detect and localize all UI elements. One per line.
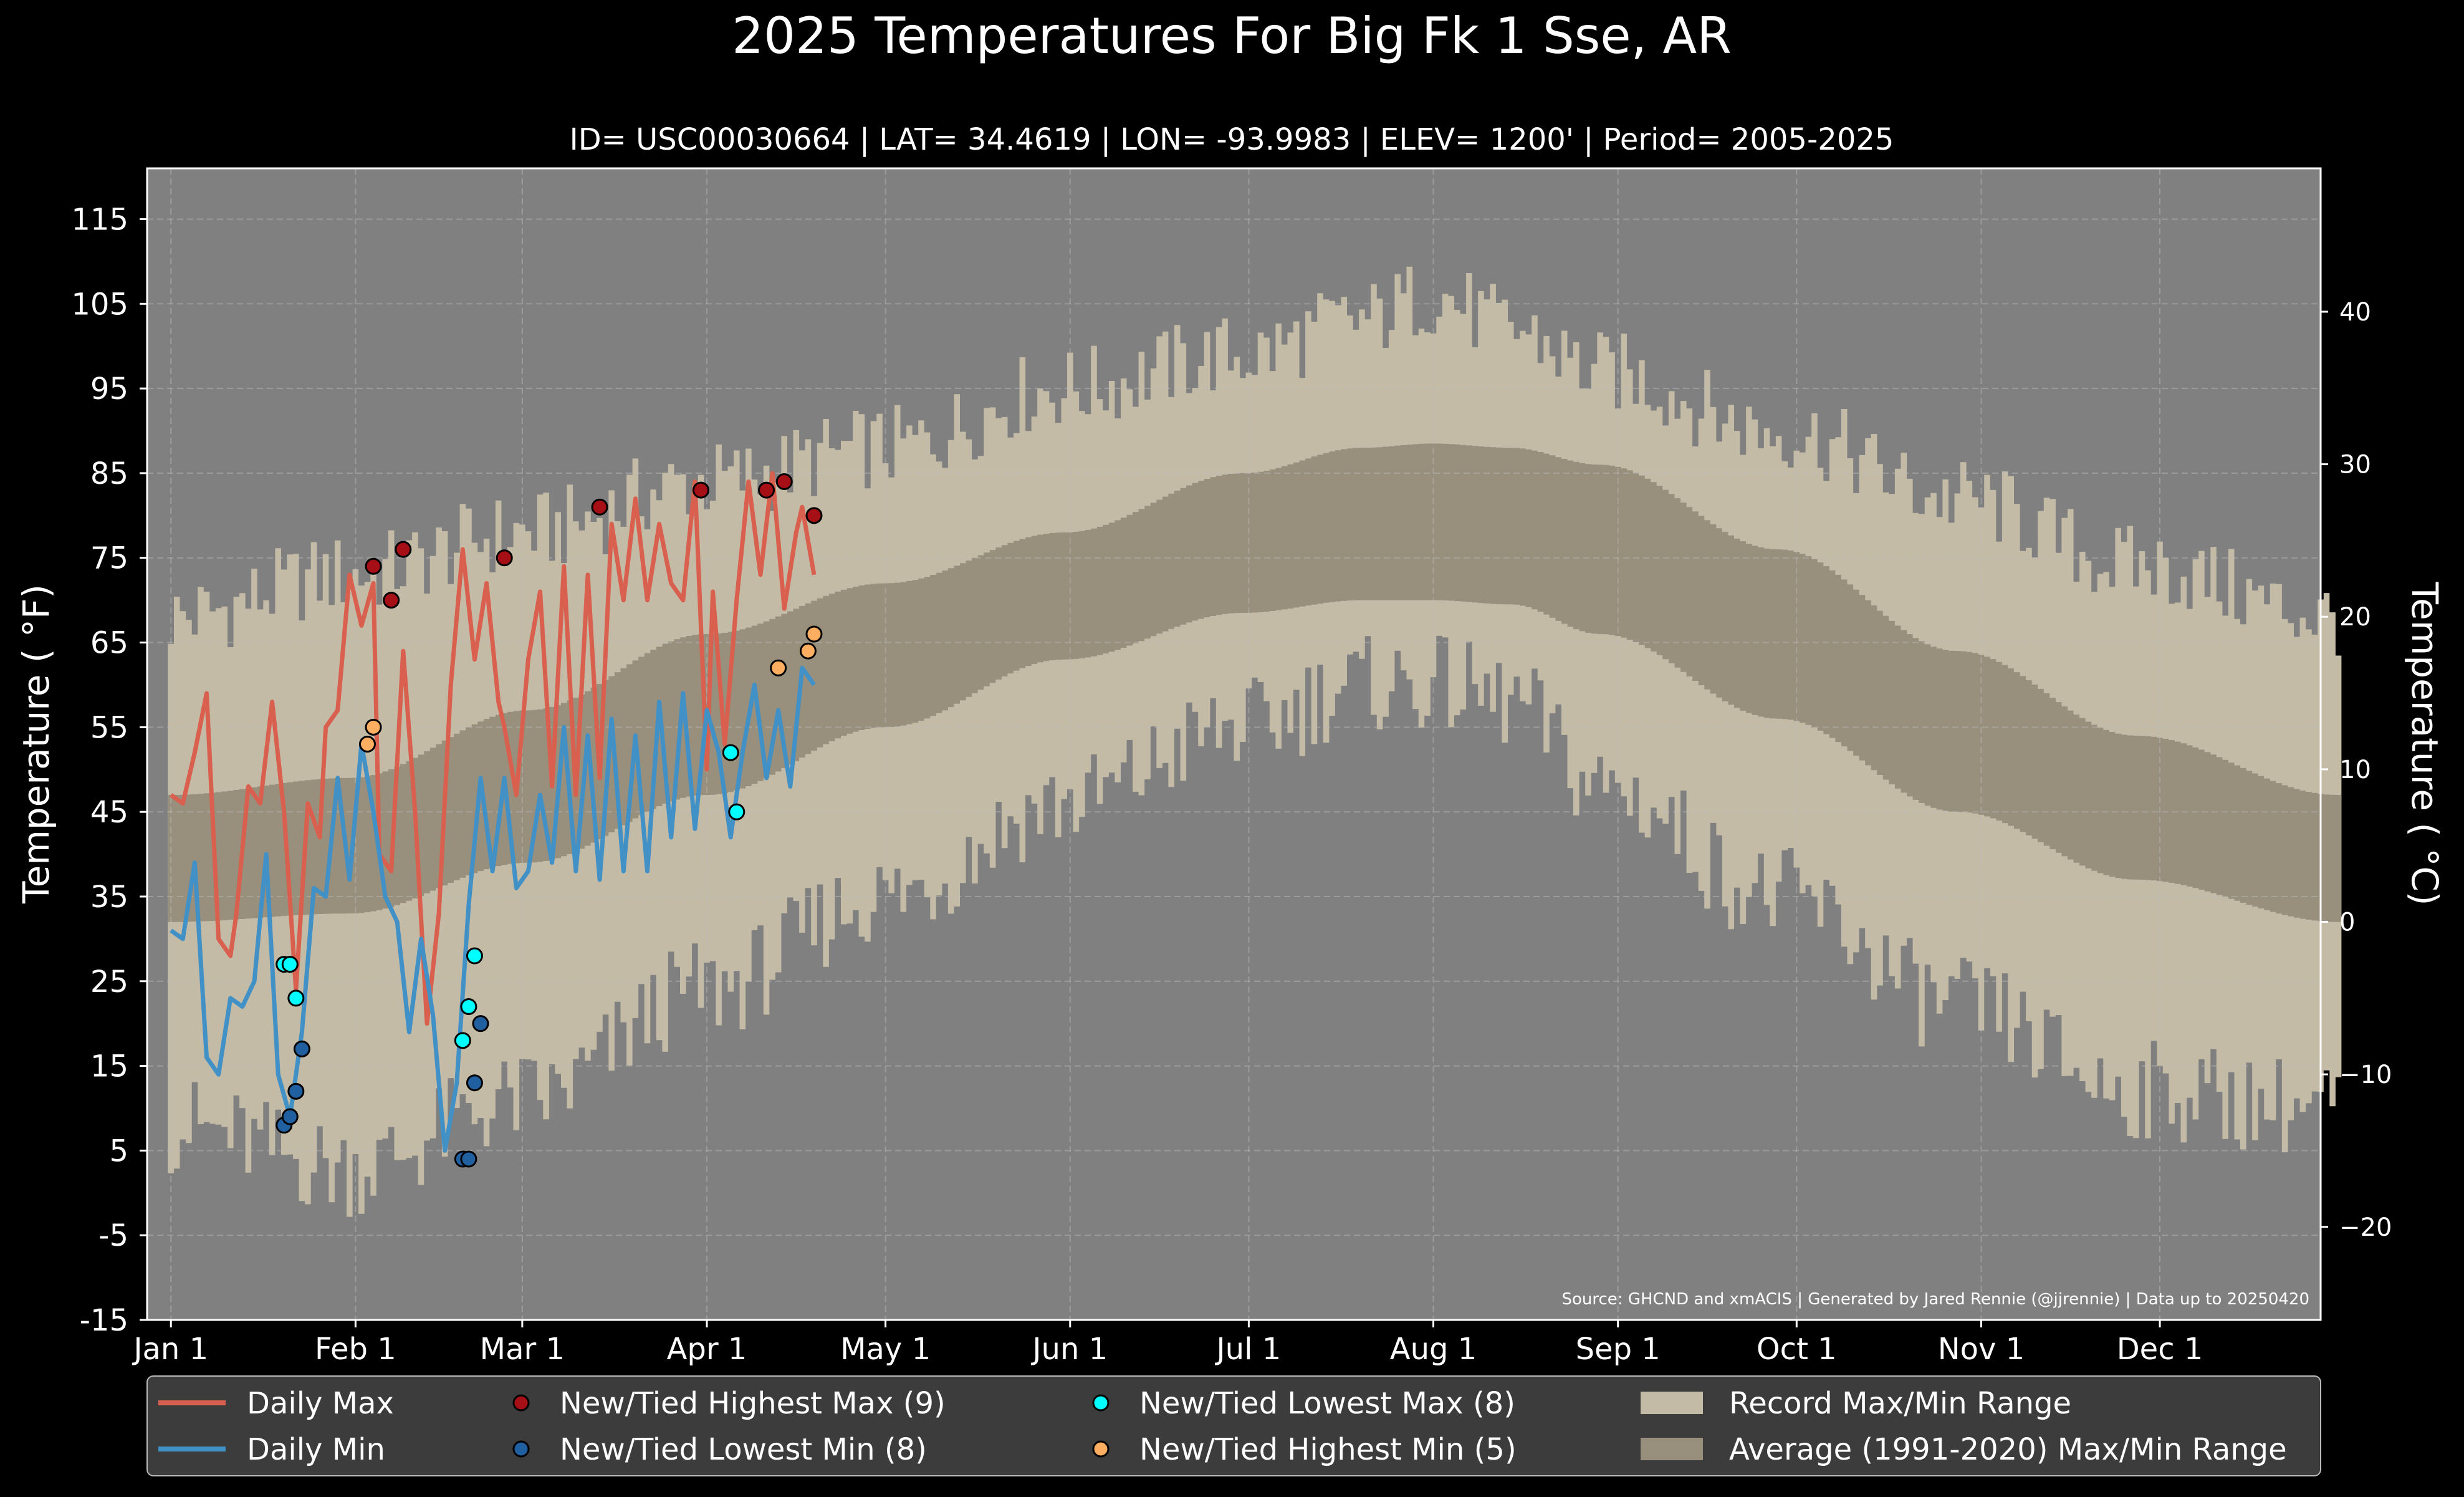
plot-area: Source: GHCND and xmACIS | Generated by … [146, 167, 2342, 1321]
y2-tick-label: 40 [2339, 298, 2371, 327]
legend-swatch-marker [512, 1440, 530, 1458]
y-tick-label: 45 [90, 795, 128, 830]
legend-label: Average (1991-2020) Max/Min Range [1729, 1432, 2287, 1467]
x-tick-label: Dec 1 [2117, 1332, 2203, 1367]
highest-max-marker [692, 481, 709, 499]
highest-max-marker [395, 541, 412, 558]
x-tick-label: Feb 1 [315, 1332, 396, 1367]
highest-max-marker [496, 549, 513, 567]
lowest-max-marker [281, 956, 299, 973]
lowest-min-marker [472, 1015, 489, 1032]
y-axis-left: 115 105 95 85 75 65 55 45 35 25 15 5 -5 -15 [71, 202, 147, 1338]
y2-tick-label: 0 [2339, 908, 2355, 937]
lowest-min-marker [281, 1108, 299, 1125]
x-tick-label: Nov 1 [1938, 1332, 2025, 1367]
lowest-max-marker [722, 744, 739, 761]
record-range-area [168, 266, 2342, 1217]
lowest-min-marker [287, 1082, 305, 1100]
y-tick-label: 55 [90, 710, 128, 745]
x-tick-label: Oct 1 [1757, 1332, 1837, 1367]
highest-min-marker [358, 736, 376, 753]
y-tick-label: 115 [71, 202, 128, 237]
highest-max-marker [365, 557, 382, 575]
highest-min-marker [365, 718, 382, 736]
y-tick-label: 65 [90, 626, 128, 661]
y2-tick-label: 10 [2339, 756, 2371, 784]
daily-max-line [170, 471, 817, 1026]
x-tick-label: Jun 1 [1030, 1332, 1108, 1367]
highest-max-marker [805, 507, 823, 524]
y2-tick-label: 30 [2339, 451, 2371, 479]
x-tick-label: Apr 1 [667, 1332, 747, 1367]
x-tick-label: May 1 [840, 1332, 931, 1367]
legend-swatch-patch [1641, 1392, 1703, 1414]
lowest-max-marker [287, 989, 305, 1007]
x-tick-label: Sep 1 [1576, 1332, 1661, 1367]
lowest-max-marker [454, 1032, 471, 1049]
highest-min-marker [770, 659, 787, 676]
legend-label: New/Tied Highest Max (9) [560, 1386, 946, 1421]
normal-range-area [168, 443, 2342, 922]
lowest-min-marker [460, 1150, 477, 1168]
daily-min-line [170, 665, 816, 1153]
y-axis-right: 40 30 20 10 0 −10 −20 [2321, 298, 2392, 1242]
legend-swatch-marker [1092, 1394, 1110, 1412]
highest-min-marker [799, 642, 817, 660]
legend-label: Daily Min [247, 1432, 385, 1467]
legend-label: Record Max/Min Range [1729, 1386, 2071, 1421]
x-tick-label: Mar 1 [480, 1332, 565, 1367]
lowest-min-marker [466, 1074, 483, 1092]
y2-axis-label: Temperature ( °C) [2404, 581, 2446, 905]
y-tick-label: 25 [90, 965, 128, 999]
legend-label: New/Tied Highest Min (5) [1139, 1432, 1517, 1467]
lowest-max-marker [466, 947, 483, 965]
x-tick-label: Jan 1 [132, 1332, 208, 1367]
y2-tick-label: −20 [2339, 1213, 2392, 1242]
highest-max-marker [758, 481, 775, 499]
grid-lines [147, 168, 2321, 1321]
legend-box [146, 1375, 2321, 1476]
source-note: Source: GHCND and xmACIS | Generated by … [1561, 1290, 2309, 1309]
legend-label: Daily Max [247, 1386, 394, 1421]
legend-swatch-patch [1641, 1438, 1703, 1460]
chart-title: 2025 Temperatures For Big Fk 1 Sse, AR [732, 7, 1732, 65]
y-tick-label: -15 [80, 1303, 128, 1338]
y-tick-label: 85 [90, 456, 128, 491]
legend-swatch-marker [1092, 1440, 1110, 1458]
highest-min-marker [805, 625, 823, 643]
y-tick-label: 95 [90, 372, 128, 407]
legend-label: New/Tied Lowest Min (8) [560, 1432, 927, 1467]
highest-max-marker [591, 498, 608, 516]
plot-frame [146, 167, 2322, 1321]
y-axis-label: Temperature ( °F) [15, 584, 57, 904]
y-tick-label: -5 [98, 1218, 128, 1253]
y-tick-label: 35 [90, 880, 128, 915]
x-axis: Jan 1 Feb 1 Mar 1 Apr 1 May 1 Jun 1 Jul 1 Aug 1… [132, 1320, 2203, 1367]
y2-tick-label: −10 [2339, 1061, 2392, 1089]
lowest-max-marker [460, 998, 477, 1016]
legend-swatch-marker [512, 1394, 530, 1412]
record-markers [276, 473, 823, 1168]
y-tick-label: 75 [90, 541, 128, 576]
y2-tick-label: 20 [2339, 603, 2371, 632]
legend: Daily Max Daily Min New/Tied Highest Max (… [146, 1375, 2321, 1476]
x-tick-label: Jul 1 [1215, 1332, 1282, 1367]
highest-max-marker [383, 592, 400, 609]
chart-subtitle: ID= USC00030664 | LAT= 34.4619 | LON= -9… [570, 122, 1894, 157]
highest-max-marker [775, 473, 793, 490]
legend-label: New/Tied Lowest Max (8) [1139, 1386, 1515, 1421]
lowest-max-marker [728, 803, 745, 821]
y-tick-label: 5 [109, 1134, 128, 1168]
y-tick-label: 15 [90, 1049, 128, 1084]
series-lines [170, 471, 817, 1153]
y-tick-label: 105 [71, 287, 128, 322]
lowest-min-marker [293, 1040, 310, 1057]
x-tick-label: Aug 1 [1390, 1332, 1477, 1367]
